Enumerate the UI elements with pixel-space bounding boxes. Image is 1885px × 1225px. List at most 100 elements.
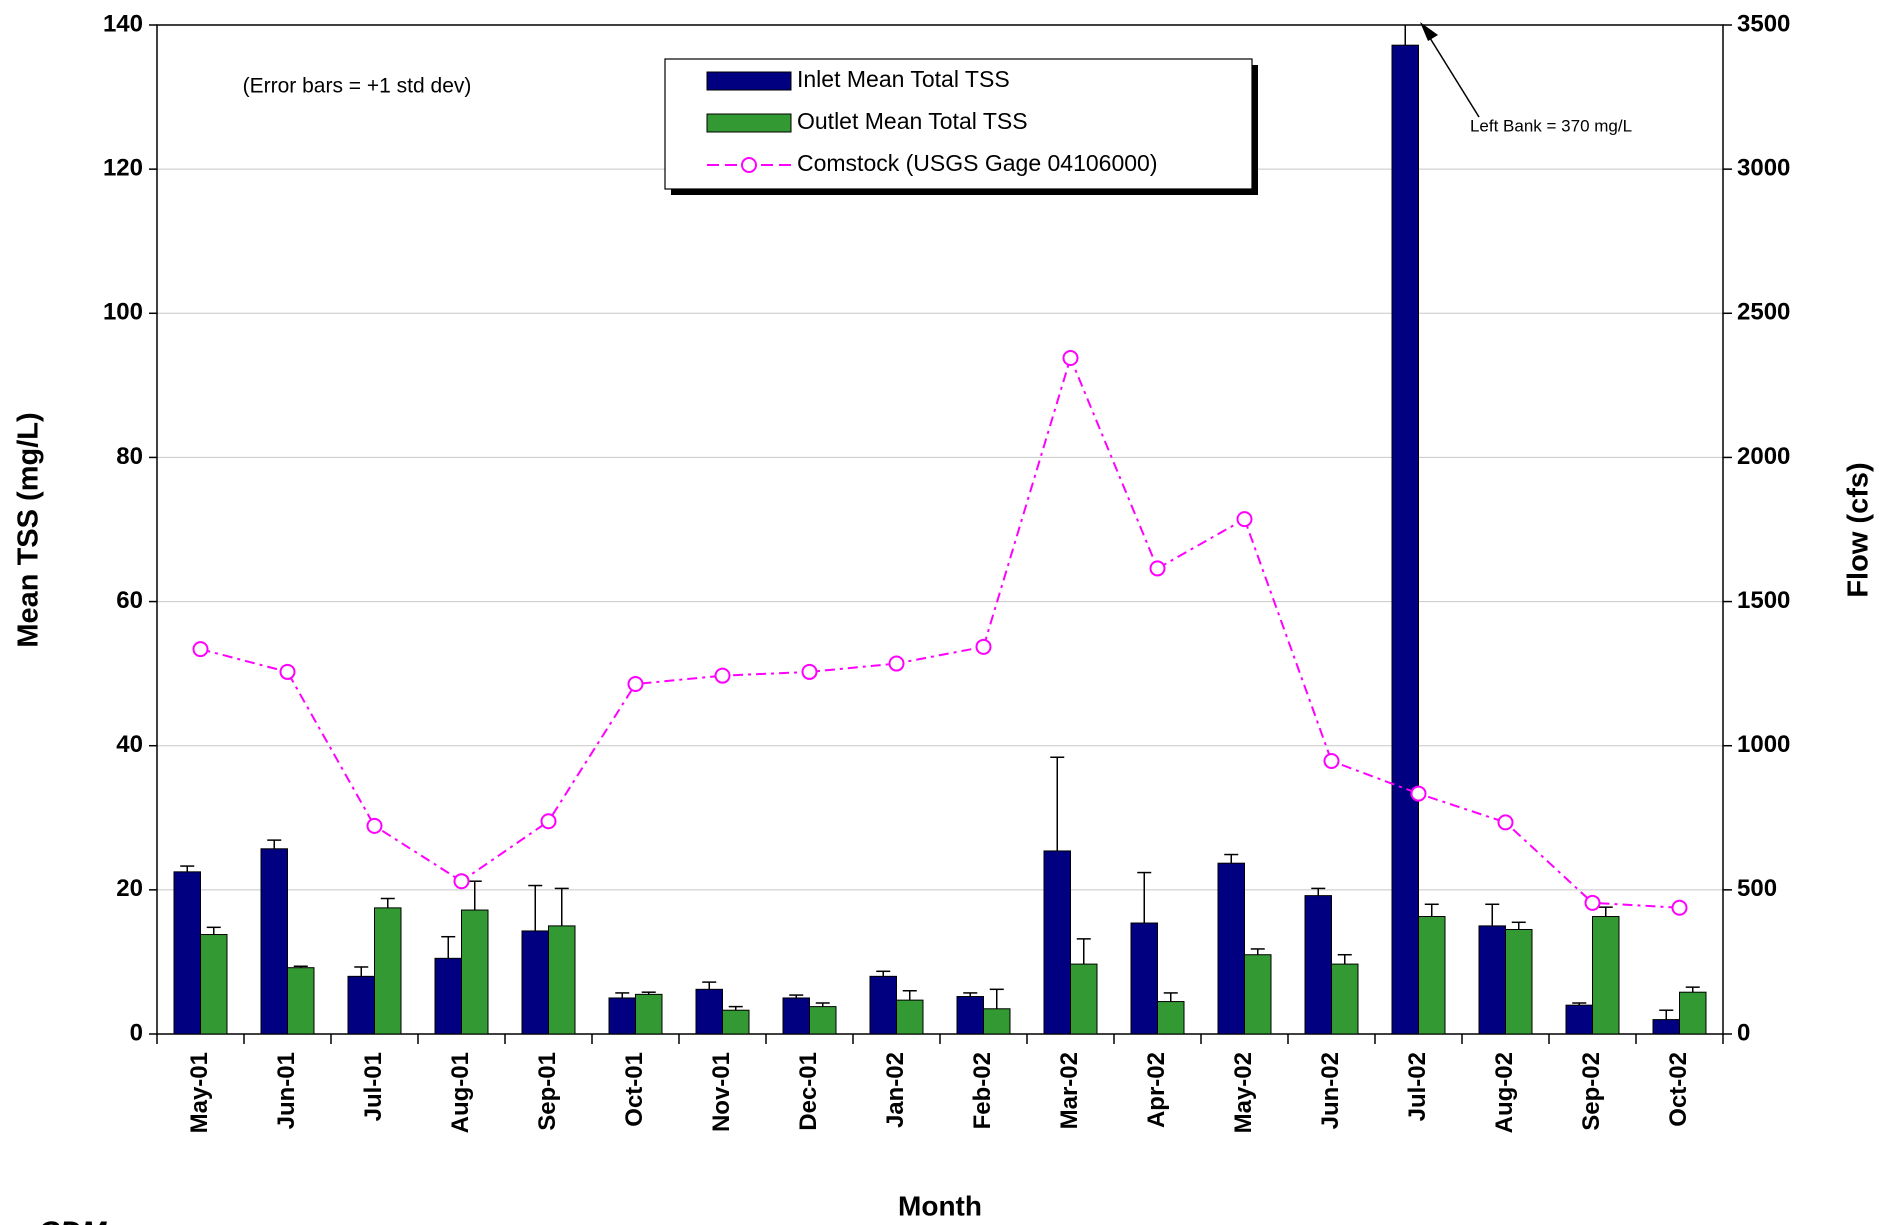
- flow-marker: [1410, 785, 1427, 802]
- flow-marker: [192, 641, 209, 658]
- plot-area: [173, 25, 1707, 1034]
- bar: [1157, 1001, 1185, 1034]
- error-bar: [1685, 986, 1700, 993]
- flow-marker: [1671, 899, 1688, 916]
- error-bar: [467, 880, 482, 911]
- flow-marker: [540, 813, 557, 830]
- flow-marker: [714, 667, 731, 684]
- legend-label: Comstock (USGS Gage 04106000): [797, 150, 1158, 176]
- error-bar: [615, 992, 630, 998]
- bar: [1043, 850, 1071, 1034]
- bar: [1331, 963, 1359, 1034]
- bar: [1505, 928, 1533, 1034]
- bar: [521, 930, 549, 1034]
- bar: [434, 957, 462, 1034]
- bar: [200, 934, 228, 1034]
- x-tick-label: Sep-01: [534, 1052, 561, 1131]
- bar: [722, 1009, 750, 1034]
- legend-label: Outlet Mean Total TSS: [797, 108, 1028, 134]
- bar: [1304, 895, 1332, 1034]
- bar: [287, 967, 315, 1034]
- error-bar: [1224, 853, 1239, 864]
- error-bar: [1404, 25, 1406, 46]
- bar: [1418, 916, 1446, 1034]
- error-bar: [815, 1002, 830, 1007]
- y-tick-label: 80: [116, 443, 143, 470]
- y2-tick-label: 2500: [1737, 299, 1790, 326]
- error-bar: [528, 884, 543, 931]
- y-tick-label: 60: [116, 587, 143, 614]
- error-bar: [876, 970, 891, 977]
- bar: [548, 925, 576, 1034]
- y-tick-label: 120: [103, 154, 143, 181]
- flow-marker: [1149, 560, 1166, 577]
- flow-marker: [1584, 894, 1601, 911]
- x-tick-label: Jan-02: [882, 1052, 909, 1128]
- bar: [1217, 862, 1245, 1034]
- y2-tick-label: 500: [1737, 875, 1777, 902]
- x-tick-label: Nov-01: [708, 1052, 735, 1132]
- error-bar: [1511, 921, 1526, 930]
- annotation-arrow: [1424, 29, 1480, 118]
- error-bar: [1659, 1009, 1674, 1020]
- error-bar: [1337, 953, 1352, 965]
- bar: [1652, 1019, 1680, 1034]
- flow-marker: [1062, 349, 1079, 366]
- bar: [782, 997, 810, 1034]
- x-tick-label: Jul-02: [1404, 1052, 1431, 1121]
- flow-line: [200, 354, 1680, 909]
- flow-marker: [627, 676, 644, 693]
- flow-marker: [975, 638, 992, 655]
- bar: [1244, 954, 1272, 1034]
- x-tick-label: Apr-02: [1143, 1052, 1170, 1128]
- bar: [1070, 963, 1098, 1034]
- error-bar: [1485, 903, 1500, 926]
- error-bar: [1572, 1002, 1587, 1006]
- arrow-head: [1420, 22, 1438, 41]
- error-bar: [641, 991, 656, 995]
- y-axis-title: Mean TSS (mg/L): [13, 412, 45, 647]
- bar: [1130, 922, 1158, 1034]
- y-tick-label: 100: [103, 299, 143, 326]
- x-tick-label: Sep-02: [1578, 1052, 1605, 1131]
- error-bar: [180, 865, 195, 872]
- error-bar: [902, 990, 917, 1001]
- y2-tick-label: 2000: [1737, 443, 1790, 470]
- y2-tick-label: 1000: [1737, 731, 1790, 758]
- flow-marker: [279, 663, 296, 680]
- flow-marker: [366, 817, 383, 834]
- bar: [608, 997, 636, 1034]
- error-bar: [1050, 756, 1065, 851]
- error-bar: [989, 988, 1004, 1009]
- legend-swatch: [706, 113, 792, 133]
- x-tick-label: Aug-02: [1491, 1052, 1518, 1133]
- y-tick-label: 140: [103, 10, 143, 37]
- y-tick-label: 20: [116, 875, 143, 902]
- bar: [809, 1006, 837, 1034]
- error-bar: [380, 897, 395, 908]
- flow-marker: [888, 655, 905, 672]
- error-bar: [1163, 992, 1178, 1002]
- error-bar: [1424, 903, 1439, 917]
- bar: [1391, 44, 1419, 1034]
- error-bar: [702, 981, 717, 990]
- error-bar: [293, 965, 308, 968]
- bar: [695, 988, 723, 1034]
- error-bar: [441, 935, 456, 959]
- error-bar: [789, 994, 804, 998]
- x-tick-label: Feb-02: [969, 1052, 996, 1129]
- bar: [635, 993, 663, 1034]
- bar: [1592, 916, 1620, 1034]
- error-bar: [1076, 938, 1091, 965]
- x-tick-label: Dec-01: [795, 1052, 822, 1131]
- bar: [461, 909, 489, 1034]
- bar: [1565, 1004, 1593, 1034]
- flow-marker: [1323, 752, 1340, 769]
- y2-axis-title: Flow (cfs): [1843, 462, 1875, 597]
- y2-tick-label: 1500: [1737, 587, 1790, 614]
- error-bar: [1137, 871, 1152, 924]
- error-bar: [1311, 887, 1326, 896]
- bar: [1679, 991, 1707, 1034]
- legend-swatch: [706, 71, 792, 91]
